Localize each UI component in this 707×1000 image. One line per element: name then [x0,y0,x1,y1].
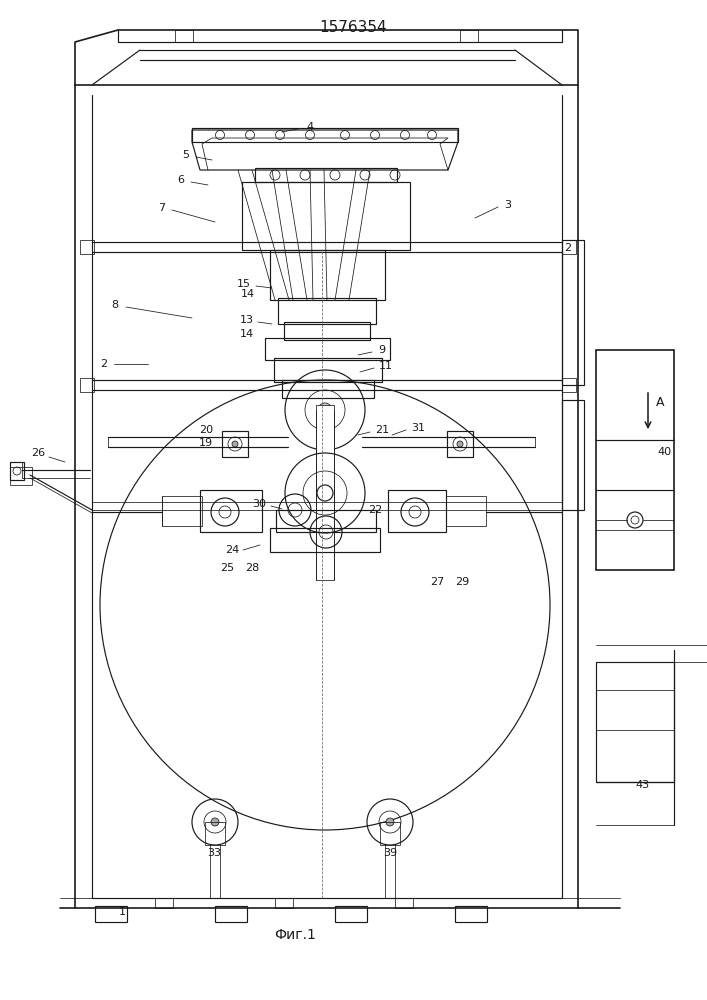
Bar [200,490,262,532]
Bar [282,380,374,398]
Bar [162,496,202,526]
Text: 19: 19 [199,438,213,448]
Text: 2: 2 [100,359,107,369]
Bar [335,906,367,922]
Text: 28: 28 [245,563,259,573]
Text: 27: 27 [430,577,444,587]
Bar [395,898,413,908]
Text: 5: 5 [182,150,189,160]
Bar [460,30,478,42]
Bar [562,240,584,385]
Text: 25: 25 [220,563,234,573]
Bar [596,662,674,782]
Text: 2: 2 [564,243,571,253]
Bar [455,906,487,922]
Text: 4: 4 [306,122,314,132]
Text: 6: 6 [177,175,185,185]
Bar [155,898,173,908]
Bar [10,462,24,480]
Bar [562,240,576,254]
Bar [284,322,370,340]
Circle shape [457,441,463,447]
Bar [562,400,584,510]
Text: 29: 29 [455,577,469,587]
Text: 24: 24 [225,545,239,555]
Bar [80,378,94,392]
Bar [446,496,486,526]
Text: 39: 39 [383,848,397,858]
Bar [447,431,473,457]
Text: 40: 40 [657,447,671,457]
Bar [388,490,446,532]
Text: 33: 33 [207,848,221,858]
Text: 21: 21 [375,425,389,435]
Bar [215,906,247,922]
Bar [380,822,400,845]
Bar [276,510,376,532]
Circle shape [317,485,333,501]
Text: 8: 8 [112,300,119,310]
Text: 1: 1 [119,907,126,917]
Circle shape [211,818,219,826]
Text: 30: 30 [252,499,266,509]
Bar [316,405,334,580]
Text: 7: 7 [158,203,165,213]
Text: 15: 15 [237,279,251,289]
Circle shape [232,441,238,447]
Bar [596,350,674,570]
Bar [255,168,397,182]
Text: Фиг.1: Фиг.1 [274,928,316,942]
Text: 43: 43 [635,780,649,790]
Bar [192,128,458,142]
Bar [274,358,382,382]
Bar [95,906,127,922]
Text: 3: 3 [505,200,511,210]
Circle shape [318,403,332,417]
Bar [222,431,248,457]
Text: 14: 14 [240,329,254,339]
Bar [175,30,193,42]
Text: 26: 26 [31,448,45,458]
Text: 11: 11 [379,361,393,371]
Text: 20: 20 [199,425,213,435]
Text: 14: 14 [241,289,255,299]
Bar [278,298,376,324]
Bar [562,378,576,392]
Bar [80,240,94,254]
Circle shape [386,818,394,826]
Bar [270,250,385,300]
Bar [275,898,293,908]
Bar [205,822,225,845]
Text: 31: 31 [411,423,425,433]
Text: А: А [656,395,665,408]
Bar [265,338,390,360]
Text: 13: 13 [240,315,254,325]
Text: 1576354: 1576354 [319,20,387,35]
Bar [10,467,32,485]
Bar [270,528,380,552]
Bar [242,182,410,250]
Text: 9: 9 [378,345,385,355]
Text: 22: 22 [368,505,382,515]
